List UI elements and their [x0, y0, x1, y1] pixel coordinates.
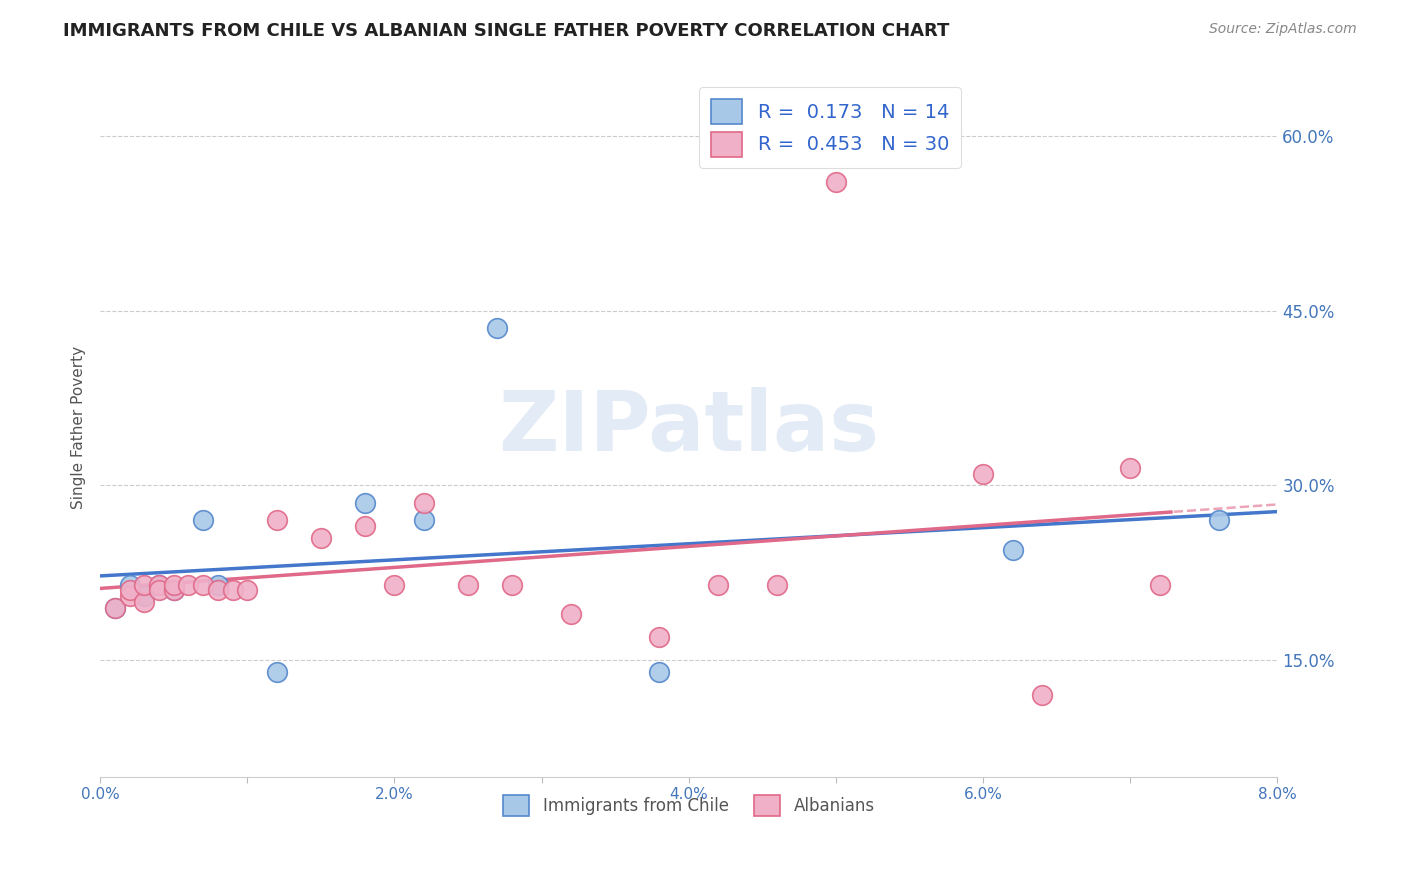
- Point: [648, 665, 671, 679]
- Point: [148, 583, 170, 598]
- Point: [221, 583, 243, 598]
- Point: [1119, 461, 1142, 475]
- Point: [163, 577, 186, 591]
- Point: [486, 321, 509, 335]
- Point: [266, 665, 288, 679]
- Point: [148, 577, 170, 591]
- Point: [766, 577, 789, 591]
- Point: [134, 595, 156, 609]
- Point: [207, 577, 229, 591]
- Point: [118, 577, 141, 591]
- Text: ZIPatlas: ZIPatlas: [498, 386, 879, 467]
- Point: [134, 589, 156, 603]
- Point: [163, 583, 186, 598]
- Point: [1001, 542, 1024, 557]
- Point: [191, 513, 214, 527]
- Point: [191, 577, 214, 591]
- Point: [1208, 513, 1230, 527]
- Point: [825, 175, 848, 189]
- Y-axis label: Single Father Poverty: Single Father Poverty: [72, 345, 86, 508]
- Point: [207, 583, 229, 598]
- Point: [412, 496, 434, 510]
- Point: [177, 577, 200, 591]
- Point: [104, 600, 127, 615]
- Point: [104, 600, 127, 615]
- Legend: Immigrants from Chile, Albanians: Immigrants from Chile, Albanians: [495, 787, 883, 824]
- Point: [384, 577, 406, 591]
- Point: [1149, 577, 1171, 591]
- Text: Source: ZipAtlas.com: Source: ZipAtlas.com: [1209, 22, 1357, 37]
- Point: [972, 467, 994, 481]
- Point: [309, 531, 332, 545]
- Point: [236, 583, 259, 598]
- Point: [148, 577, 170, 591]
- Point: [412, 513, 434, 527]
- Point: [118, 589, 141, 603]
- Point: [648, 630, 671, 644]
- Point: [163, 583, 186, 598]
- Text: IMMIGRANTS FROM CHILE VS ALBANIAN SINGLE FATHER POVERTY CORRELATION CHART: IMMIGRANTS FROM CHILE VS ALBANIAN SINGLE…: [63, 22, 949, 40]
- Point: [266, 513, 288, 527]
- Point: [457, 577, 479, 591]
- Point: [1031, 688, 1053, 702]
- Point: [354, 519, 377, 533]
- Point: [134, 577, 156, 591]
- Point: [501, 577, 523, 591]
- Point: [707, 577, 730, 591]
- Point: [560, 607, 582, 621]
- Point: [118, 583, 141, 598]
- Point: [354, 496, 377, 510]
